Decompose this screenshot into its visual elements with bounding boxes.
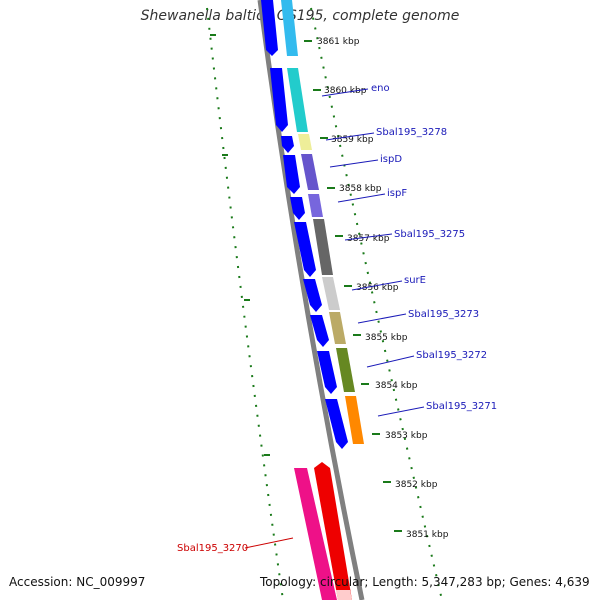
- gene-light-pink: [336, 590, 352, 600]
- kbp-tick-label: 3857 kbp: [347, 234, 390, 244]
- gene-label-sbal195-3275: Sbal195_3275: [394, 229, 465, 240]
- outer-dotted-ring: [310, 7, 443, 600]
- genome-backbone: [257, 0, 365, 600]
- gene-ispf: [308, 194, 323, 217]
- forward-strand-genes: [281, 0, 364, 444]
- gene-label-sbal195-3272: Sbal195_3272: [416, 350, 487, 361]
- cds-arrow: [283, 155, 300, 194]
- kbp-tick-label: 3861 kbp: [317, 37, 360, 47]
- cds-arrow: [270, 68, 288, 132]
- gene-eno: [287, 68, 308, 132]
- cds-arrow: [290, 197, 305, 220]
- kbp-tick-label: 3853 kbp: [385, 431, 428, 441]
- gene-label-sure: surE: [404, 275, 426, 286]
- cds-arrow: [281, 136, 294, 153]
- cds-arrow: [317, 351, 337, 394]
- inner-major-ticks: [210, 34, 270, 456]
- kbp-tick-label: 3858 kbp: [339, 184, 382, 194]
- kbp-tick-label: 3851 kbp: [406, 530, 449, 540]
- kbp-tick-label: 3854 kbp: [375, 381, 418, 391]
- cds-arrow: [261, 0, 278, 56]
- cds-arrow: [325, 399, 348, 449]
- map-title: Shewanella baltica OS195, complete genom…: [140, 8, 460, 24]
- gene-label-sbal195-3273: Sbal195_3273: [408, 309, 479, 320]
- gene-red-arrow: [314, 462, 352, 600]
- reverse-strand-cds: [261, 0, 348, 449]
- gene-sbal195-3275: [313, 219, 333, 275]
- cds-arrow: [303, 279, 322, 312]
- gene-sbal195-3271: [345, 396, 364, 444]
- genome-summary: Topology: circular; Length: 5,347,283 bp…: [260, 575, 590, 589]
- kbp-tick-label: 3860 kbp: [324, 86, 367, 96]
- gene-label-ispd: ispD: [380, 154, 402, 165]
- kbp-tick-label: 3852 kbp: [395, 480, 438, 490]
- gene-labels: eno Sbal195_3278 ispD ispF Sbal195_3275 …: [177, 83, 497, 554]
- gene-sbal195-3278: [298, 134, 312, 150]
- gene-label-ispf: ispF: [387, 188, 407, 199]
- gene-label-sbal195-3271: Sbal195_3271: [426, 401, 497, 412]
- gene-sure: [322, 277, 340, 310]
- kbp-scale: 3861 kbp 3860 kbp 3859 kbp 3858 kbp 3857…: [304, 37, 449, 540]
- kbp-tick-label: 3856 kbp: [356, 283, 399, 293]
- gene-ispd: [301, 154, 319, 190]
- kbp-tick-label: 3859 kbp: [331, 135, 374, 145]
- gene-sbal195-3273: [329, 312, 346, 344]
- gene-pink-bar: [294, 468, 337, 600]
- gene-label-eno: eno: [371, 83, 390, 94]
- gene-label-leaders: [244, 88, 425, 549]
- gene-label-sbal195-3270: Sbal195_3270: [177, 543, 248, 554]
- gene-sbal195-3270: [294, 462, 352, 600]
- accession-text: Accession: NC_009997: [9, 575, 146, 589]
- gene-cyan-top: [281, 0, 298, 56]
- cds-arrow: [310, 315, 329, 347]
- gene-sbal195-3272: [336, 348, 355, 392]
- cds-arrow: [294, 222, 316, 277]
- gene-label-sbal195-3278: Sbal195_3278: [376, 127, 447, 138]
- kbp-tick-label: 3855 kbp: [365, 333, 408, 343]
